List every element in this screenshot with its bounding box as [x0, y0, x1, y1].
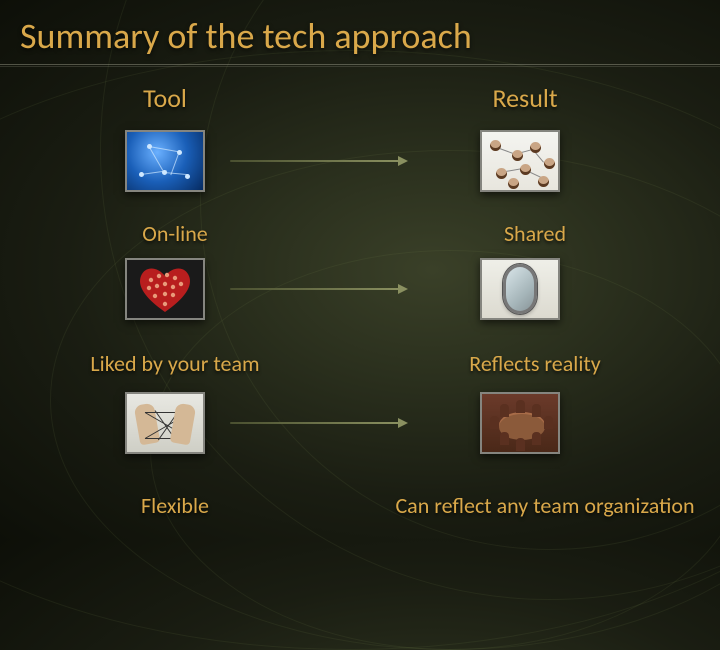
people-network-icon: [480, 130, 560, 192]
arrow-icon: [230, 288, 400, 290]
background-swirl: [200, 0, 720, 550]
mirror-icon: [480, 258, 560, 320]
row-label-flexible: Flexible: [95, 492, 255, 519]
string-figure-icon: [125, 392, 205, 454]
page-title: Summary of the tech approach: [20, 14, 472, 58]
row-label-online: On-line: [95, 220, 255, 247]
globe-network-icon: [125, 130, 205, 192]
column-header-result: Result: [465, 82, 585, 114]
title-rule: [0, 66, 720, 67]
meeting-table-icon: [480, 392, 560, 454]
arrow-icon: [230, 160, 400, 162]
column-header-tool: Tool: [115, 82, 215, 114]
heart-crowd-icon: [125, 258, 205, 320]
background-swirl: [150, 250, 720, 650]
arrow-icon: [230, 422, 400, 424]
row-label-liked: Liked by your team: [65, 350, 285, 377]
title-rule: [0, 64, 720, 65]
row-label-shared: Shared: [455, 220, 615, 247]
row-label-reflects: Reflects reality: [440, 350, 630, 377]
row-label-anyteam: Can reflect any team organization: [370, 492, 720, 519]
